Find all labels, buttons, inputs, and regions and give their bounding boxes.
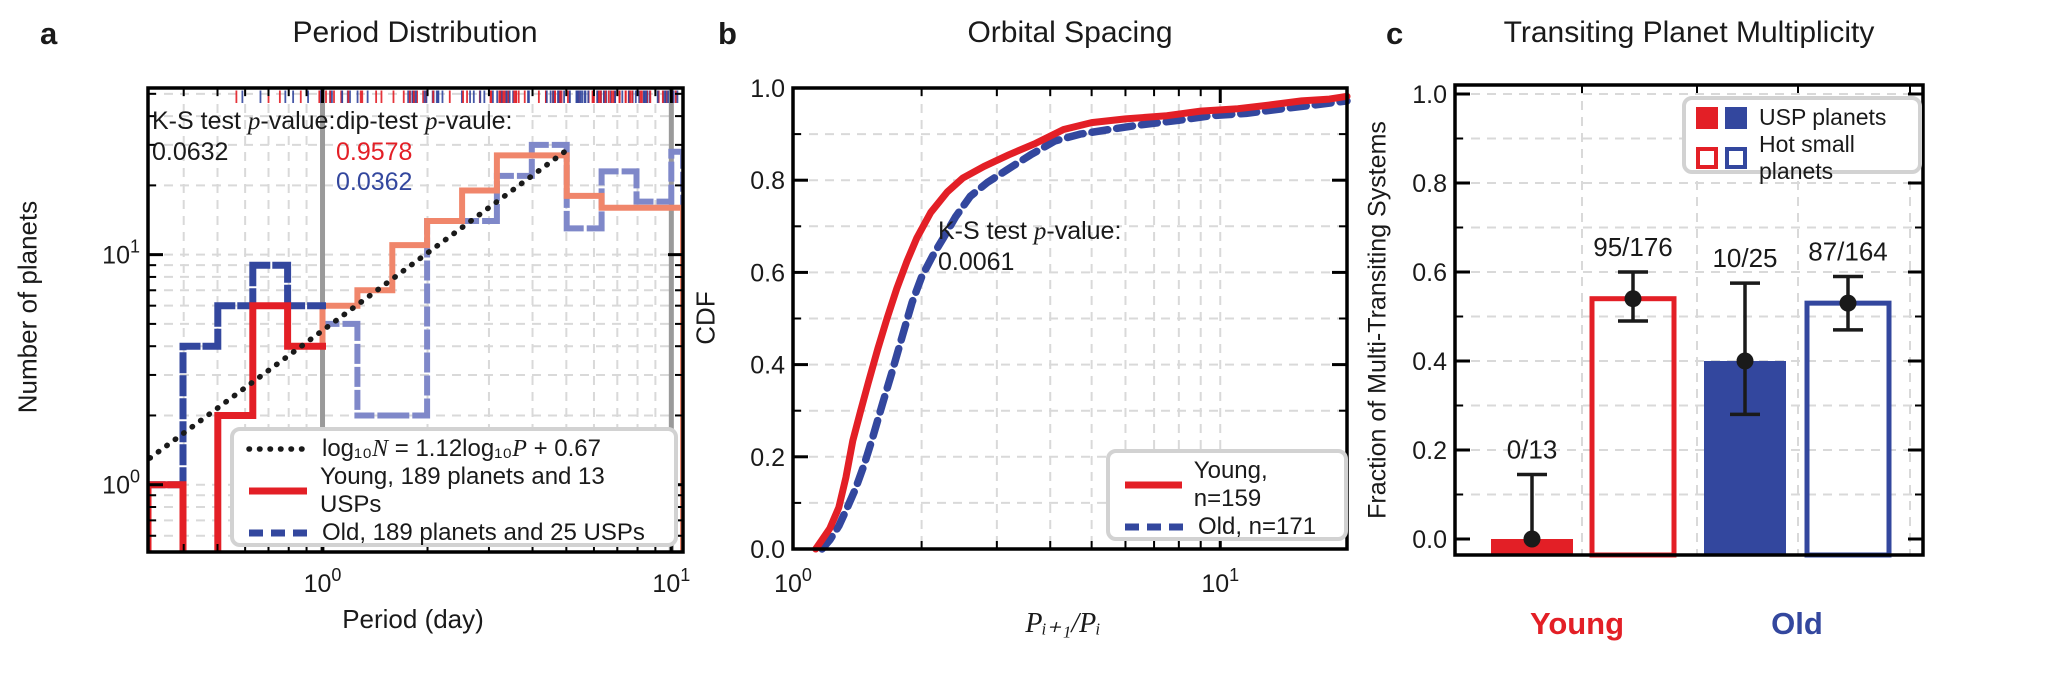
ks-test-label: K-S test p-value:: [152, 107, 336, 135]
chart-text: 0/13: [1507, 434, 1558, 464]
panel-a-title: Period Distribution: [292, 16, 538, 49]
panel-b-ks-annotation: K-S test p-value: 0.0061: [938, 216, 1121, 277]
ks-test-label-b: K-S test p-value:: [938, 217, 1122, 245]
legend-item-label: USP planets: [1759, 104, 1887, 130]
chart-text: 0.2: [1412, 437, 1447, 465]
legend-item-label: Old, 189 planets and 25 USPs: [322, 519, 645, 546]
panel-label-c: c: [1386, 16, 1404, 51]
ks-test-value: 0.0632: [152, 138, 229, 166]
panel-c-ylabel: Fraction of Multi-Transiting Systems: [1363, 121, 1392, 519]
open-square-swatches: [1696, 147, 1747, 169]
legend-item: Young, n=159: [1122, 457, 1332, 513]
tick-label: 101: [102, 237, 140, 270]
dip-test-label: dip-test p-vaule:: [336, 107, 513, 135]
panel-b-xlabel: Pᵢ₊₁/Pᵢ: [1025, 608, 1101, 639]
chart-text: 87/164: [1808, 236, 1888, 266]
swatch: [1725, 106, 1747, 129]
filled-square-swatches: [1696, 106, 1747, 129]
chart-text: 1.0: [1412, 81, 1447, 109]
chart-text: 1.0: [750, 75, 785, 103]
legend-item: USP planets: [1696, 104, 1908, 131]
legend-item-label: Hot small planets: [1759, 131, 1855, 184]
dip-test-value-young: 0.9578: [336, 138, 413, 166]
group-label-young: Young: [1529, 606, 1625, 641]
legend-item-label: Young, 189 planets and 13 USPs: [320, 463, 605, 518]
panel-label-b: b: [718, 16, 737, 51]
tick-label: 100: [102, 467, 140, 500]
legend-item-label: Old, n=171: [1198, 513, 1317, 540]
legend-item-label: Young, n=159: [1193, 457, 1268, 512]
legend-item: log₁₀N = 1.12log₁₀P + 0.67: [246, 435, 662, 463]
legend-item-label: log₁₀N = 1.12log₁₀P + 0.67: [322, 435, 601, 462]
panel-a-ylabel: Number of planets: [12, 200, 43, 414]
group-label-old: Old: [1771, 606, 1823, 641]
legend-item: Old, 189 planets and 25 USPs: [246, 519, 662, 547]
panel-label-a: a: [40, 16, 58, 51]
solid-line-swatch: [1125, 481, 1182, 489]
tick-label: 101: [652, 565, 690, 598]
chart-text: 0.0: [750, 536, 785, 564]
panel-a-xlabel: Period (day): [342, 604, 484, 634]
dashed-line-swatch: [249, 529, 307, 537]
chart-text: 0.8: [1412, 170, 1447, 198]
tick-label: 100: [774, 565, 812, 598]
chart-text: 0.8: [750, 167, 785, 195]
panel-c-legend: USP planets Hot small planets: [1682, 96, 1922, 184]
ks-test-value-b: 0.0061: [938, 248, 1015, 276]
panel-a-legend: log₁₀N = 1.12log₁₀P + 0.67 Young, 189 pla…: [230, 427, 678, 547]
panel-b-ylabel: CDF: [690, 291, 721, 345]
panel-b-title: Orbital Spacing: [967, 16, 1173, 49]
chart-text: 0.2: [750, 444, 785, 472]
chart-text: 95/176: [1593, 232, 1673, 262]
dashed-line-swatch: [1125, 523, 1183, 531]
legend-item: Young, 189 planets and 13 USPs: [246, 463, 662, 519]
legend-item: Old, n=171: [1122, 513, 1332, 541]
panel-a-ks-annotation: K-S test p-value: 0.0632: [152, 106, 335, 167]
dotted-line-swatch: [246, 446, 310, 452]
legend-item: Hot small planets: [1696, 131, 1908, 185]
solid-line-swatch: [249, 487, 307, 495]
chart-text: 0.6: [750, 259, 785, 287]
chart-text: 0.4: [1412, 348, 1447, 376]
chart-text: 0.4: [750, 352, 785, 380]
chart-text: 0.0: [1412, 526, 1447, 554]
chart-text: 0.6: [1412, 259, 1447, 287]
swatch: [1696, 147, 1718, 169]
tick-label: 101: [1201, 565, 1239, 598]
tick-label: 100: [304, 565, 342, 598]
panel-b-legend: Young, n=159 Old, n=171: [1106, 449, 1348, 541]
panel-c-title: Transiting Planet Multiplicity: [1503, 16, 1875, 49]
swatch: [1696, 106, 1718, 129]
swatch: [1725, 147, 1747, 169]
chart-text: 10/25: [1712, 243, 1777, 273]
dip-test-value-old: 0.0362: [336, 168, 413, 196]
panel-a-dip-annotation: dip-test p-vaule: 0.9578 0.0362: [336, 106, 512, 197]
